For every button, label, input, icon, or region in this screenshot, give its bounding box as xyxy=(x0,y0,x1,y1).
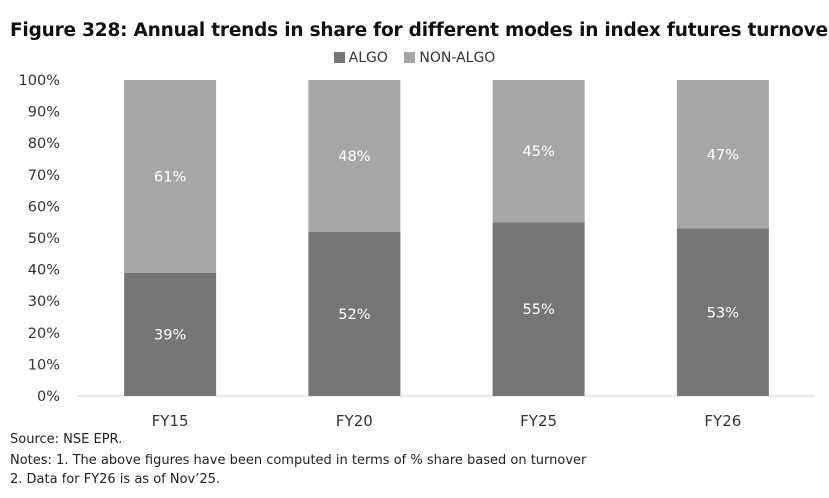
x-tick-label: FY20 xyxy=(336,412,373,430)
y-tick-label: 0% xyxy=(37,389,60,405)
note-2: 2. Data for FY26 is as of Nov’25. xyxy=(10,472,221,487)
note-1: Notes: 1. The above figures have been co… xyxy=(10,453,587,468)
source-note: Source: NSE EPR. xyxy=(10,432,123,447)
data-label: 39% xyxy=(154,327,186,343)
y-tick-label: 70% xyxy=(28,168,60,184)
data-label: 45% xyxy=(523,144,555,160)
y-tick-label: 10% xyxy=(28,357,60,373)
x-tick-label: FY25 xyxy=(520,412,557,430)
bar-non-algo-fy20 xyxy=(308,80,401,232)
y-tick-label: 50% xyxy=(28,231,60,247)
legend-label-non-algo: NON-ALGO xyxy=(419,50,496,66)
bar-non-algo-fy26 xyxy=(676,80,769,229)
legend-swatch-non-algo xyxy=(404,52,416,63)
data-label: 47% xyxy=(707,147,739,163)
bar-algo-fy26 xyxy=(676,228,769,396)
bar-non-algo-fy25 xyxy=(492,80,585,223)
y-tick-label: 40% xyxy=(28,263,60,279)
y-tick-label: 90% xyxy=(28,105,60,121)
x-tick-label: FY15 xyxy=(152,412,189,430)
legend: ALGO NON-ALGO xyxy=(0,50,829,66)
legend-item-algo: ALGO xyxy=(333,50,388,66)
data-label: 52% xyxy=(338,307,370,323)
data-label: 53% xyxy=(707,305,739,321)
y-tick-label: 60% xyxy=(28,199,60,215)
y-tick-label: 80% xyxy=(28,136,60,152)
data-label: 55% xyxy=(523,302,555,318)
data-label: 48% xyxy=(338,149,370,165)
data-label: 61% xyxy=(154,169,186,185)
bar-non-algo-fy15 xyxy=(124,80,217,273)
y-tick-label: 30% xyxy=(28,294,60,310)
y-tick-label: 20% xyxy=(28,326,60,342)
chart-title: Figure 328: Annual trends in share for d… xyxy=(10,20,829,41)
legend-item-non-algo: NON-ALGO xyxy=(404,50,495,66)
bar-algo-fy25 xyxy=(492,222,585,396)
y-tick-label: 100% xyxy=(19,73,60,89)
legend-label-algo: ALGO xyxy=(348,50,388,66)
bar-algo-fy20 xyxy=(308,231,401,396)
bar-algo-fy15 xyxy=(124,272,217,396)
legend-swatch-algo xyxy=(333,52,345,63)
x-tick-label: FY26 xyxy=(704,412,741,430)
